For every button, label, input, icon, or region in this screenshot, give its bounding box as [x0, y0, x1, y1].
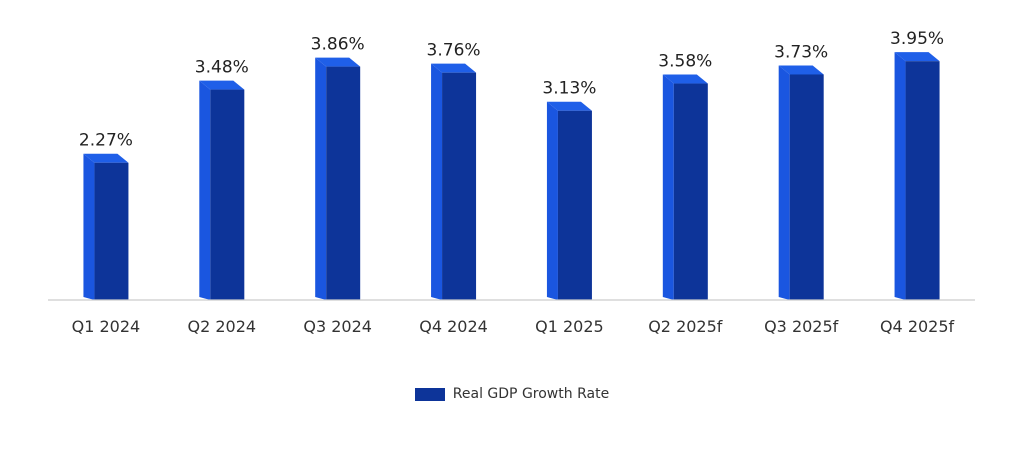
- bar-side-face: [778, 65, 790, 300]
- x-tick-labels-layer: Q1 2024 Q2 2024 Q3 2024 Q4 2024 Q1 2025 Q2 20…: [72, 317, 955, 336]
- bar: [83, 153, 129, 300]
- bar-front-face: [442, 72, 477, 301]
- legend-label: Real GDP Growth Rate: [452, 386, 610, 402]
- bar: [199, 80, 245, 301]
- bar-top-face: [778, 65, 824, 75]
- bar-top-face: [894, 52, 940, 62]
- data-label: 2.27%: [79, 131, 133, 151]
- data-label: 3.13%: [542, 79, 596, 99]
- bar-top-face: [199, 80, 245, 90]
- data-label: 3.76%: [427, 41, 481, 61]
- x-tick-label: Q1 2024: [72, 317, 141, 336]
- legend-swatch: [414, 387, 445, 401]
- bar-side-face: [199, 80, 211, 301]
- bar-top-face: [431, 63, 477, 73]
- data-label: 3.95%: [890, 29, 944, 49]
- bar-side-face: [894, 52, 906, 300]
- bar: [778, 65, 824, 300]
- bar: [546, 101, 592, 300]
- bar: [431, 63, 477, 301]
- bar-front-face: [905, 61, 940, 300]
- bar-top-face: [83, 153, 129, 163]
- x-tick-label: Q4 2024: [419, 317, 488, 336]
- x-tick-label: Q3 2025f: [764, 317, 839, 336]
- x-tick-label: Q2 2025f: [648, 317, 723, 336]
- bar-front-face: [557, 110, 592, 300]
- bar-side-face: [662, 74, 674, 300]
- bar: [315, 57, 361, 301]
- bar-top-face: [546, 101, 592, 111]
- data-label: 3.86%: [311, 35, 365, 55]
- bar-top-face: [315, 57, 361, 67]
- bar-side-face: [546, 101, 558, 300]
- x-tick-label: Q1 2025: [535, 317, 604, 336]
- bar-front-face: [94, 162, 129, 300]
- bar-side-face: [83, 153, 95, 300]
- data-label: 3.58%: [658, 52, 712, 72]
- x-tick-label: Q2 2024: [188, 317, 257, 336]
- bars-layer: [83, 52, 940, 301]
- bar-chart: 2.27% 3.48% 3.86% 3.76% 3.13% 3.58% 3.73% 3.95%…: [48, 29, 975, 336]
- bar: [894, 52, 940, 300]
- bar-top-face: [662, 74, 708, 84]
- bar-side-face: [431, 63, 443, 301]
- bar-front-face: [210, 89, 245, 301]
- bar-front-face: [326, 66, 361, 301]
- legend: Real GDP Growth Rate: [0, 386, 1024, 402]
- bar-front-face: [789, 74, 824, 300]
- data-label: 3.73%: [774, 42, 828, 62]
- x-tick-label: Q3 2024: [303, 317, 372, 336]
- x-tick-label: Q4 2025f: [880, 317, 955, 336]
- data-label: 3.48%: [195, 58, 249, 78]
- bar-side-face: [315, 57, 327, 301]
- data-labels-layer: 2.27% 3.48% 3.86% 3.76% 3.13% 3.58% 3.73% 3.95%: [79, 29, 944, 151]
- bar-front-face: [673, 83, 708, 300]
- bar: [662, 74, 708, 300]
